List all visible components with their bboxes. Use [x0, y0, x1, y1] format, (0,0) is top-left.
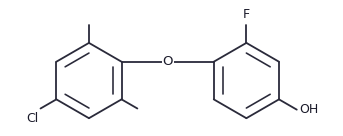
Text: Cl: Cl — [26, 112, 38, 125]
Text: OH: OH — [299, 103, 318, 116]
Text: F: F — [243, 8, 250, 21]
Text: O: O — [162, 55, 173, 68]
